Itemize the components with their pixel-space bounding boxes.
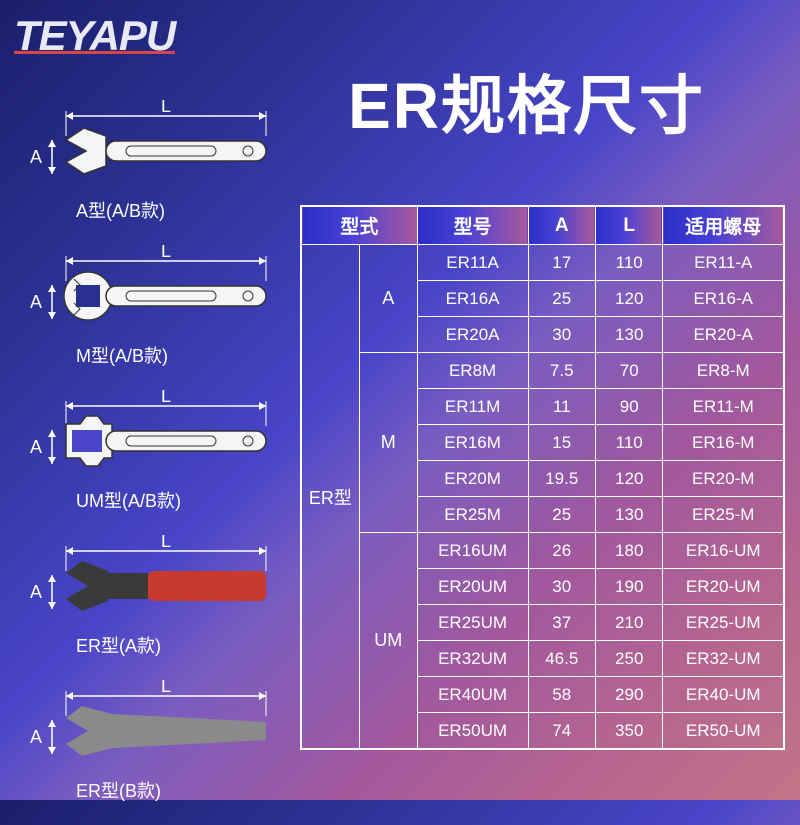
model-cell: ER11A [417,245,528,281]
model-cell: ER50UM [417,713,528,749]
l-cell: 120 [595,461,662,497]
svg-text:L: L [161,680,171,696]
l-cell: 190 [595,569,662,605]
col-header: A [528,207,595,245]
diagram-caption: A型(A/B款) [76,197,282,223]
page-title: ER规格尺寸 [348,55,705,147]
subtype-cell: UM [359,533,417,749]
nut-cell: ER32-UM [663,641,784,677]
diagram-caption: M型(A/B款) [76,342,282,368]
diagram-um: L A UM型(A/B款) [22,390,282,513]
model-cell: ER20M [417,461,528,497]
model-cell: ER40UM [417,677,528,713]
svg-text:A: A [30,727,42,747]
model-cell: ER20UM [417,569,528,605]
svg-text:L: L [161,535,171,551]
model-cell: ER25M [417,497,528,533]
col-type: 型式 [302,207,418,245]
l-cell: 130 [595,497,662,533]
a-cell: 46.5 [528,641,595,677]
l-cell: 120 [595,281,662,317]
nut-cell: ER8-M [663,353,784,389]
model-cell: ER25UM [417,605,528,641]
l-cell: 110 [595,245,662,281]
a-cell: 19.5 [528,461,595,497]
svg-text:A: A [30,147,42,167]
a-cell: 30 [528,317,595,353]
col-header: L [595,207,662,245]
diagram-m: L A M型(A/B款) [22,245,282,368]
l-cell: 180 [595,533,662,569]
svg-text:L: L [161,245,171,261]
nut-cell: ER20-A [663,317,784,353]
nut-cell: ER16-A [663,281,784,317]
col-header: 型号 [417,207,528,245]
col-header: 适用螺母 [663,207,784,245]
nut-cell: ER25-UM [663,605,784,641]
a-cell: 37 [528,605,595,641]
a-cell: 25 [528,497,595,533]
table-row: MER8M7.570ER8-M [302,353,784,389]
a-cell: 11 [528,389,595,425]
subtype-cell: M [359,353,417,533]
a-cell: 30 [528,569,595,605]
table-row: ER型AER11A17110ER11-A [302,245,784,281]
nut-cell: ER16-M [663,425,784,461]
a-cell: 25 [528,281,595,317]
model-cell: ER16UM [417,533,528,569]
nut-cell: ER20-UM [663,569,784,605]
model-cell: ER16M [417,425,528,461]
a-cell: 26 [528,533,595,569]
l-cell: 130 [595,317,662,353]
diagram-er-b: L A ER型(B款) [22,680,282,803]
diagram-caption: ER型(B款) [76,777,282,803]
nut-cell: ER11-M [663,389,784,425]
diagram-er-a: L A ER型(A款) [22,535,282,658]
model-cell: ER8M [417,353,528,389]
a-cell: 17 [528,245,595,281]
diagram-caption: ER型(A款) [76,632,282,658]
model-cell: ER32UM [417,641,528,677]
a-cell: 58 [528,677,595,713]
a-cell: 15 [528,425,595,461]
diagram-caption: UM型(A/B款) [76,487,282,513]
type-cell: ER型 [302,245,360,749]
table-row: UMER16UM26180ER16-UM [302,533,784,569]
model-cell: ER16A [417,281,528,317]
l-cell: 250 [595,641,662,677]
nut-cell: ER20-M [663,461,784,497]
diagram-a: L A A型(A/B款) [22,100,282,223]
model-cell: ER20A [417,317,528,353]
l-cell: 290 [595,677,662,713]
spec-table-wrap: 型式型号AL适用螺母ER型AER11A17110ER11-AER16A25120… [300,205,785,750]
nut-cell: ER11-A [663,245,784,281]
wrench-diagrams: L A A型(A/B款) L A [22,100,282,825]
svg-text:A: A [30,582,42,602]
a-cell: 7.5 [528,353,595,389]
l-cell: 350 [595,713,662,749]
spec-table: 型式型号AL适用螺母ER型AER11A17110ER11-AER16A25120… [301,206,784,749]
model-cell: ER11M [417,389,528,425]
nut-cell: ER25-M [663,497,784,533]
subtype-cell: A [359,245,417,353]
l-cell: 110 [595,425,662,461]
l-cell: 70 [595,353,662,389]
svg-text:A: A [30,292,42,312]
nut-cell: ER40-UM [663,677,784,713]
brand-logo: TEYAPU [14,12,175,60]
l-cell: 90 [595,389,662,425]
svg-text:L: L [161,100,171,116]
a-cell: 74 [528,713,595,749]
l-cell: 210 [595,605,662,641]
svg-text:L: L [161,390,171,406]
nut-cell: ER50-UM [663,713,784,749]
svg-text:A: A [30,437,42,457]
nut-cell: ER16-UM [663,533,784,569]
